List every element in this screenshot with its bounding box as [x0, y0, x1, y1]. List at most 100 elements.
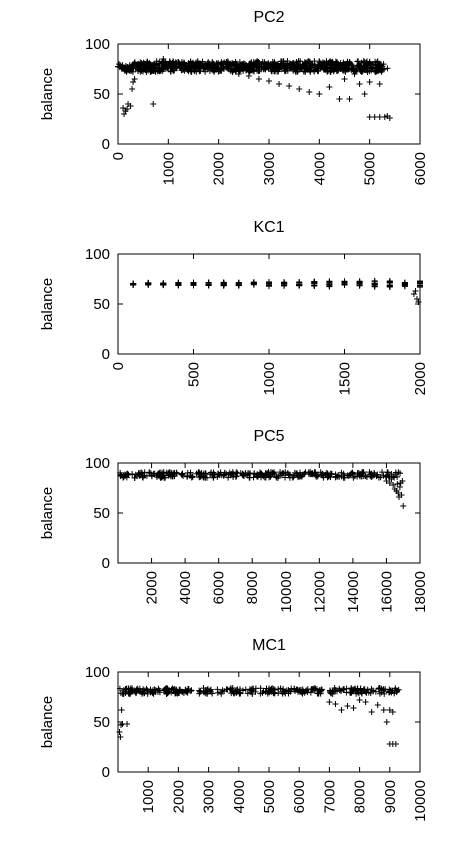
x-tick-label: 3000: [201, 780, 218, 813]
data-point: [316, 91, 323, 97]
data-point: [121, 471, 128, 478]
data-point: [130, 79, 137, 85]
data-point: [266, 78, 272, 84]
data-point: [160, 472, 167, 479]
data-point: [317, 688, 324, 695]
data-point: [167, 471, 174, 478]
data-point: [375, 685, 382, 692]
data-point: [249, 690, 256, 697]
chart-title: MC1: [252, 637, 286, 654]
data-point: [118, 722, 125, 728]
data-point: [330, 67, 337, 74]
y-tick-label: 100: [85, 246, 110, 263]
data-point: [362, 688, 369, 695]
data-point: [214, 689, 221, 696]
data-point: [131, 76, 138, 82]
data-point: [341, 474, 348, 481]
data-point: [170, 59, 177, 65]
data-point: [140, 690, 147, 697]
data-point: [245, 470, 252, 477]
data-point: [363, 689, 370, 696]
x-tick-label: 6000: [211, 571, 228, 604]
data-point: [281, 689, 288, 696]
data-point: [218, 61, 225, 68]
data-point: [396, 494, 403, 500]
data-point: [384, 65, 391, 72]
y-tick-label: 0: [102, 136, 110, 153]
y-axis-label: balance: [39, 696, 56, 749]
data-point: [269, 58, 276, 65]
data-point: [375, 474, 382, 481]
data-point: [343, 685, 350, 692]
data-point: [134, 61, 141, 68]
data-point: [325, 473, 332, 480]
data-point: [392, 741, 399, 747]
data-point: [214, 470, 221, 477]
data-point: [286, 474, 293, 481]
data-point: [121, 111, 128, 117]
data-point: [300, 471, 307, 478]
data-point: [296, 279, 303, 286]
data-point: [247, 687, 254, 694]
data-point: [250, 474, 257, 481]
data-point: [412, 288, 419, 294]
data-point: [386, 282, 393, 289]
data-point: [400, 503, 407, 509]
data-point: [196, 469, 203, 476]
data-point: [394, 687, 401, 694]
data-point: [350, 474, 357, 481]
data-point: [288, 685, 295, 692]
data-point: [237, 470, 244, 477]
x-tick-label: 6000: [291, 780, 308, 813]
data-point: [357, 471, 364, 478]
data-point: [128, 67, 135, 74]
data-point: [366, 114, 373, 120]
data-point: [245, 73, 252, 79]
data-point: [228, 690, 235, 697]
data-point: [228, 471, 235, 478]
data-point: [340, 472, 347, 479]
data-point: [324, 67, 331, 74]
data-point: [246, 60, 253, 67]
data-point: [306, 66, 313, 73]
data-point: [371, 281, 378, 288]
data-point: [349, 469, 356, 476]
x-tick-label: 18000: [412, 571, 429, 613]
data-point: [233, 469, 240, 476]
data-point: [202, 470, 209, 477]
data-point: [239, 687, 246, 694]
data-point: [120, 105, 127, 111]
data-point: [185, 59, 192, 66]
data-point: [163, 61, 170, 68]
data-point: [123, 68, 130, 75]
data-point: [201, 62, 208, 69]
data-point: [135, 687, 142, 694]
x-tick-label: 4000: [231, 780, 248, 813]
data-point: [271, 469, 278, 476]
data-point: [374, 702, 381, 708]
chart-pc5: PC5 balance 0 50 100 2000 4000 6000 8000 10000 120…: [39, 428, 429, 613]
data-point: [337, 687, 344, 694]
data-point: [244, 690, 251, 697]
data-point: [307, 689, 314, 696]
data-point: [231, 689, 238, 696]
x-tick-label: 5000: [261, 780, 278, 813]
scatter-points: [117, 469, 407, 509]
x-tick-label: 0: [110, 152, 127, 160]
data-point: [315, 62, 322, 69]
x-tick-label: 16000: [378, 571, 395, 613]
data-point: [349, 62, 356, 69]
data-point: [187, 469, 194, 476]
data-point: [130, 281, 137, 288]
data-point: [213, 60, 220, 67]
data-point: [328, 470, 335, 477]
data-point: [399, 478, 406, 484]
data-point: [280, 686, 287, 693]
data-point: [302, 60, 309, 67]
data-point: [254, 471, 261, 478]
data-point: [166, 58, 173, 65]
data-point: [311, 278, 318, 285]
data-point: [184, 473, 191, 480]
x-tick-label: 1500: [337, 362, 354, 395]
data-point: [376, 114, 383, 120]
